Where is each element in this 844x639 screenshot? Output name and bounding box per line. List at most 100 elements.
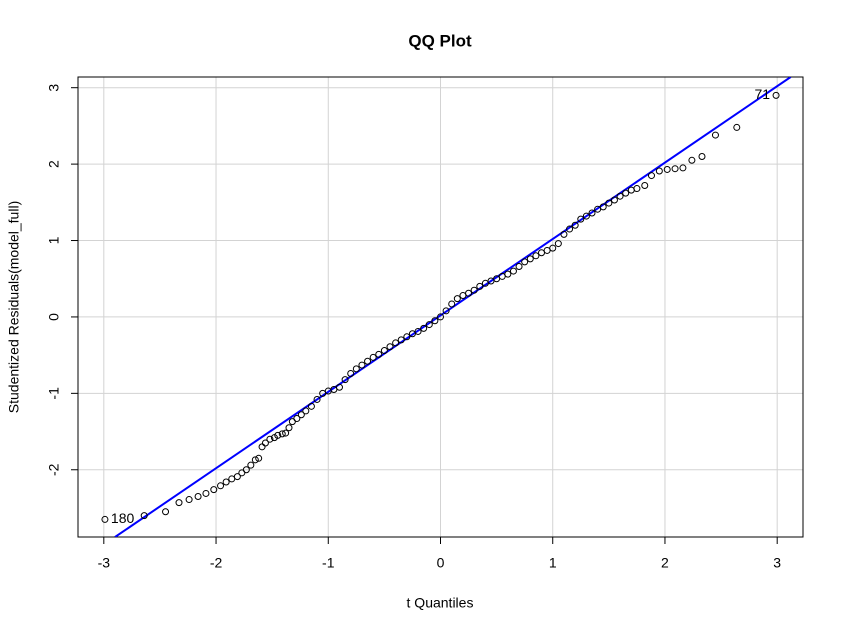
point: [414, 327, 422, 335]
y-axis-label: Studentized Residuals(model_full): [6, 201, 22, 413]
point: [375, 350, 383, 358]
point: [282, 429, 290, 437]
point: [297, 411, 305, 419]
point: [210, 486, 218, 494]
point: [549, 244, 557, 252]
point: [247, 461, 255, 469]
x-tick-label: 1: [549, 555, 557, 571]
point: [251, 456, 259, 464]
point: [341, 376, 349, 384]
point: [278, 430, 286, 438]
point: [465, 289, 473, 297]
point: [543, 246, 551, 254]
point: [420, 324, 428, 332]
x-tick-label: -1: [322, 555, 335, 571]
point: [217, 482, 225, 490]
point: [403, 333, 411, 341]
point: [515, 263, 523, 271]
chart-title: QQ Plot: [408, 31, 472, 50]
point: [285, 424, 293, 432]
point: [571, 221, 579, 229]
point: [101, 515, 109, 523]
point: [307, 402, 315, 410]
point: [442, 307, 450, 315]
point: [538, 249, 546, 257]
y-tick-label: 2: [46, 160, 62, 168]
point: [470, 286, 478, 294]
point: [162, 508, 170, 516]
y-tick-label: 1: [46, 236, 62, 244]
point: [392, 339, 400, 347]
point: [261, 439, 269, 447]
point: [369, 353, 377, 361]
point: [437, 313, 444, 321]
point-label: 180: [111, 510, 135, 526]
point: [313, 395, 321, 403]
point: [647, 172, 655, 180]
point: [679, 164, 687, 172]
y-tick-label: -1: [46, 387, 62, 400]
point: [194, 493, 202, 501]
point: [504, 270, 512, 278]
point: [302, 407, 310, 415]
point: [222, 478, 230, 486]
point: [610, 196, 618, 204]
point: [711, 131, 719, 139]
x-tick-label: 0: [437, 555, 445, 571]
point: [347, 369, 355, 377]
point: [293, 415, 301, 423]
point: [448, 300, 456, 308]
point: [772, 91, 780, 99]
point: [663, 165, 671, 173]
point: [521, 258, 529, 266]
point: [577, 215, 585, 223]
x-tick-label: 2: [661, 555, 669, 571]
point: [733, 123, 741, 131]
point-label: 71: [754, 86, 770, 102]
point: [627, 186, 635, 194]
x-axis-label: t Quantiles: [407, 595, 474, 611]
point: [140, 512, 148, 520]
point: [185, 496, 193, 504]
point: [599, 203, 607, 211]
point: [509, 267, 517, 275]
point: [671, 165, 679, 173]
point: [554, 240, 562, 248]
point: [655, 167, 663, 175]
point: [397, 336, 405, 344]
point: [386, 343, 394, 351]
point: [175, 499, 183, 507]
point: [566, 225, 574, 233]
point: [526, 255, 534, 263]
point: [633, 185, 641, 193]
point: [242, 466, 250, 474]
y-tick-label: 3: [46, 84, 62, 92]
point: [335, 383, 343, 391]
point: [431, 317, 439, 325]
point: [582, 212, 590, 220]
point: [588, 209, 596, 217]
point: [266, 435, 274, 443]
point: [352, 365, 360, 373]
point: [688, 156, 696, 164]
point: [228, 475, 236, 483]
point: [532, 252, 540, 260]
point: [641, 182, 649, 190]
point: [605, 199, 613, 207]
x-tick-label: -2: [210, 555, 223, 571]
point: [258, 443, 266, 451]
point: [476, 282, 484, 290]
point: [358, 361, 366, 369]
point: [622, 189, 630, 197]
point: [364, 357, 372, 365]
point: [459, 292, 467, 300]
point: [233, 473, 241, 481]
x-tick-label: -3: [98, 555, 111, 571]
point: [274, 431, 282, 439]
point: [202, 489, 210, 497]
y-tick-label: 0: [46, 313, 62, 321]
point: [560, 230, 568, 238]
y-tick-label: -2: [46, 463, 62, 476]
